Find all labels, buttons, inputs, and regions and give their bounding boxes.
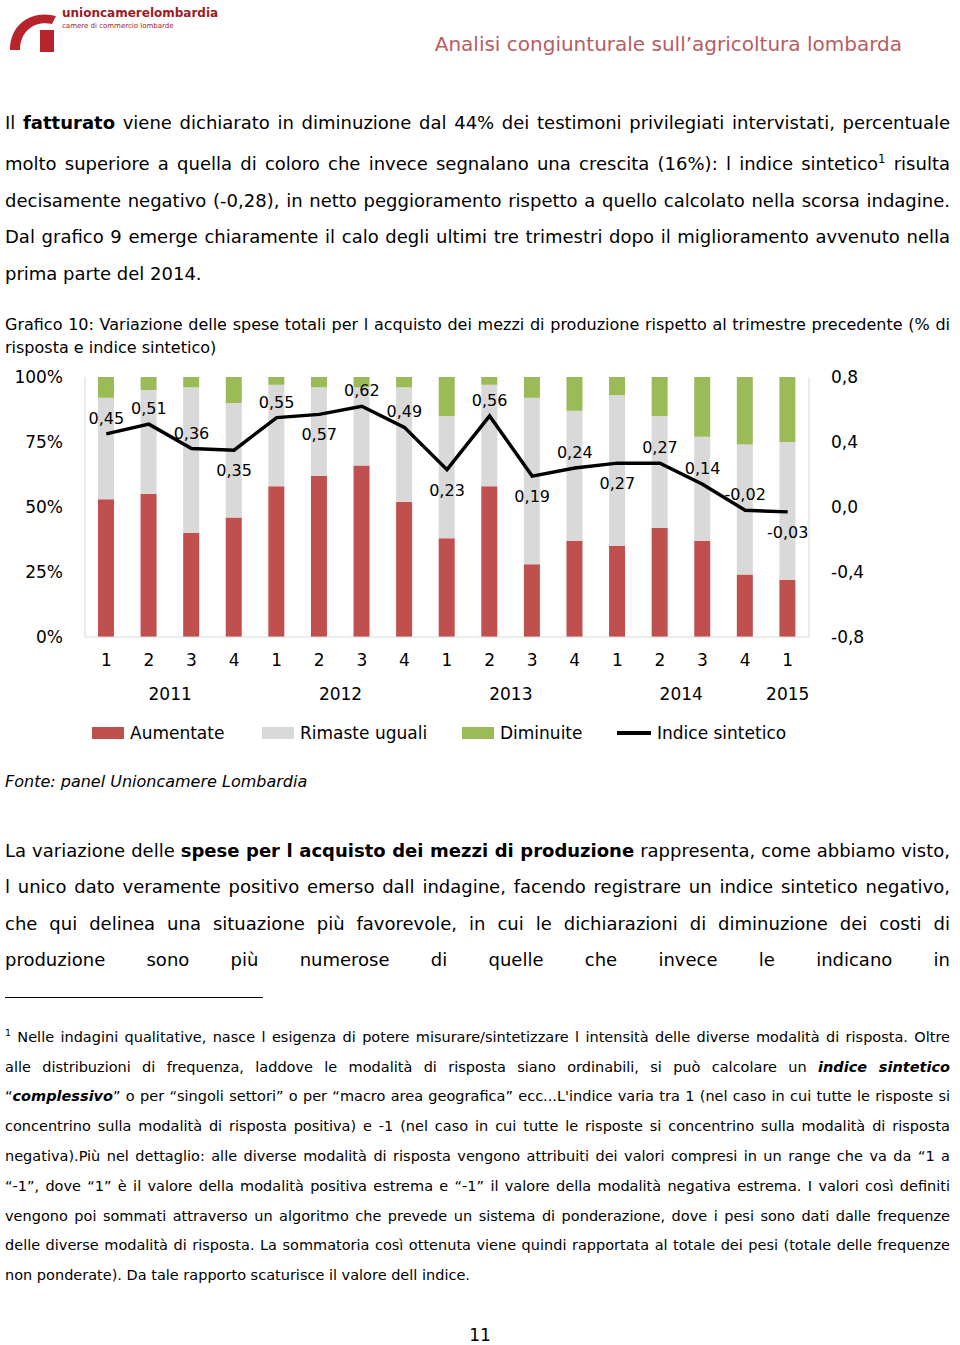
svg-text:4: 4 [229,650,240,670]
svg-text:0,45: 0,45 [88,409,124,428]
svg-text:0,56: 0,56 [472,391,508,410]
html-text:“ complessivo ” o per “singoli: “ complessivo ” o per “singoli settori” … [5,1088,950,1284]
svg-text:50%: 50% [25,497,63,517]
svg-text:3: 3 [356,650,367,670]
svg-text:0,19: 0,19 [514,487,550,506]
html-text:unioncamerelombardia: unioncamerelombardia [62,6,219,20]
svg-text:0,27: 0,27 [600,474,636,493]
svg-text:2: 2 [484,650,495,670]
svg-text:-0,4: -0,4 [831,562,864,582]
svg-text:25%: 25% [25,562,63,582]
html-text:camere di commercio lombarde: camere di commercio lombarde [62,22,174,30]
svg-text:3: 3 [186,650,197,670]
html-text:Indice sintetico: Indice sintetico [657,723,787,743]
svg-text:0,24: 0,24 [557,443,593,462]
svg-text:0,49: 0,49 [387,402,423,421]
svg-text:2012: 2012 [319,684,362,704]
html-text:Analisi congiunturale sull’agr: Analisi congiunturale sull’agricoltura l… [434,32,902,56]
svg-text:-0,03: -0,03 [767,523,808,542]
svg-text:2011: 2011 [149,684,192,704]
svg-text:0,0: 0,0 [831,497,858,517]
svg-text:3: 3 [527,650,538,670]
html-text:Rimaste uguali: Rimaste uguali [300,723,428,743]
svg-text:2: 2 [143,650,154,670]
svg-text:0,8: 0,8 [831,367,858,387]
svg-text:0%: 0% [36,627,63,647]
svg-text:2: 2 [655,650,666,670]
svg-text:-0,02: -0,02 [724,485,765,504]
html-text:Fonte: panel Unioncamere Lomba: Fonte: panel Unioncamere Lombardia [5,772,308,791]
svg-text:2014: 2014 [660,684,703,704]
svg-text:0,4: 0,4 [831,432,858,452]
html-text:Diminuite: Diminuite [500,723,583,743]
svg-text:2015: 2015 [766,684,809,704]
svg-text:2: 2 [314,650,325,670]
svg-text:1: 1 [442,650,453,670]
svg-text:4: 4 [569,650,580,670]
html-text:Aumentate: Aumentate [130,723,225,743]
html-text:La variazione delle spese per: La variazione delle spese per l acquisto… [5,840,950,971]
html-text:1Nelle indagini qualitative, n: 1Nelle indagini qualitative, nasce l esi… [5,1027,950,1075]
svg-text:0,35: 0,35 [216,461,252,480]
svg-text:0,57: 0,57 [301,425,337,444]
svg-text:0,55: 0,55 [259,393,295,412]
html-text:11: 11 [469,1325,491,1345]
svg-text:1: 1 [612,650,623,670]
svg-text:0,27: 0,27 [642,438,678,457]
svg-text:100%: 100% [14,367,63,387]
svg-text:1: 1 [101,650,112,670]
svg-text:0,14: 0,14 [685,459,721,478]
svg-text:0,36: 0,36 [174,424,210,443]
svg-text:75%: 75% [25,432,63,452]
svg-text:4: 4 [399,650,410,670]
html-text:Il fatturato viene dichiarato: Il fatturato viene dichiarato in diminuz… [5,112,950,284]
svg-text:-0,8: -0,8 [831,627,864,647]
svg-text:4: 4 [740,650,751,670]
html-text:Grafico 10: Variazione delle s: Grafico 10: Variazione delle spese total… [5,315,950,357]
svg-text:2013: 2013 [489,684,532,704]
svg-text:0,23: 0,23 [429,481,465,500]
svg-text:1: 1 [271,650,282,670]
svg-text:0,62: 0,62 [344,381,380,400]
svg-text:0,51: 0,51 [131,399,167,418]
svg-text:3: 3 [697,650,708,670]
svg-text:1: 1 [782,650,793,670]
